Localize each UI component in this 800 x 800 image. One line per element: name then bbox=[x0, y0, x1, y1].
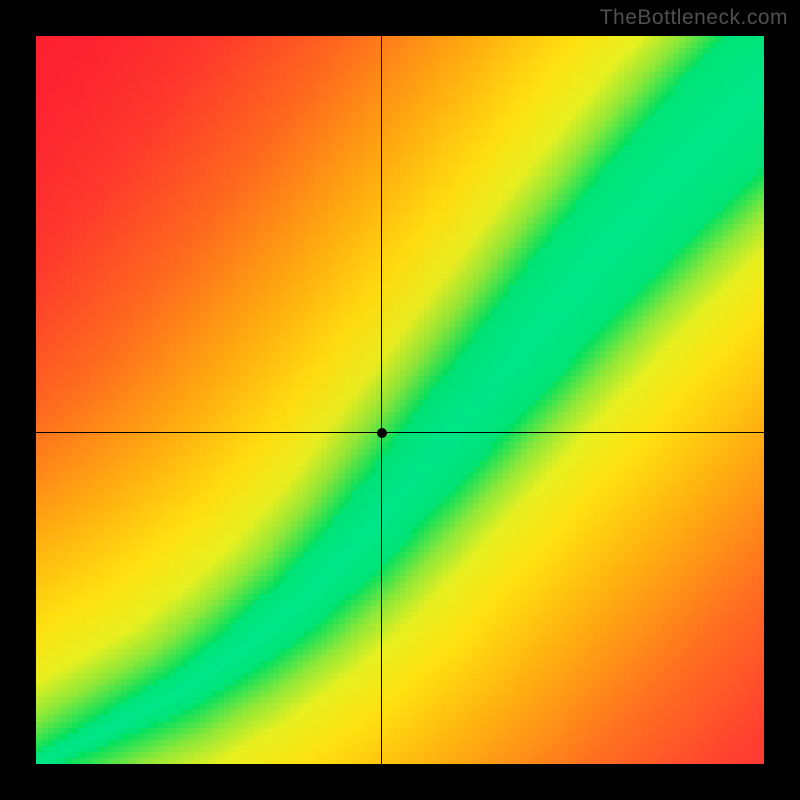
crosshair-marker bbox=[377, 428, 387, 438]
watermark-text: TheBottleneck.com bbox=[600, 6, 788, 30]
heatmap-canvas bbox=[36, 36, 764, 764]
heatmap-plot bbox=[36, 36, 764, 764]
crosshair-vertical bbox=[381, 36, 382, 764]
crosshair-horizontal bbox=[36, 432, 764, 433]
